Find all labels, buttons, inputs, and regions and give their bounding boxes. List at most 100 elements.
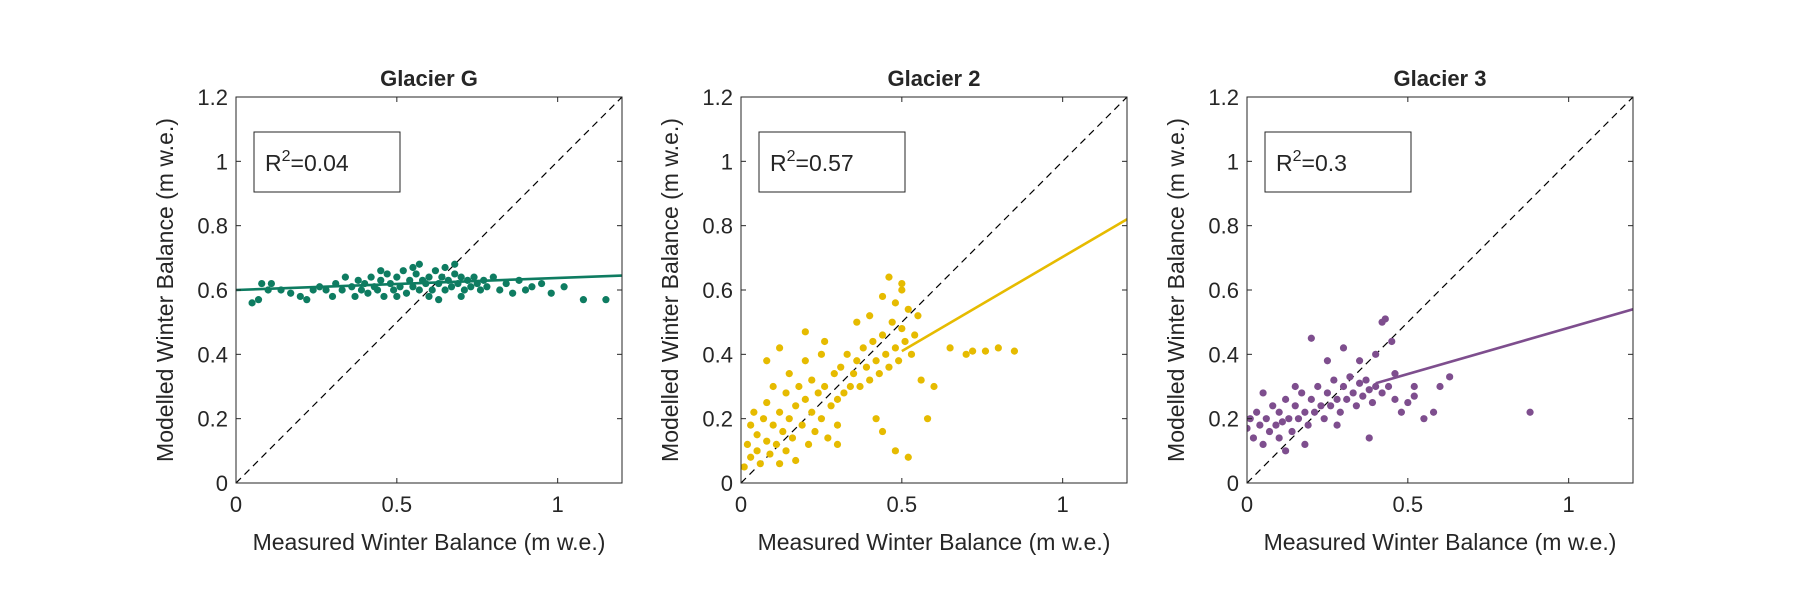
data-point (1320, 415, 1328, 423)
data-point (1247, 424, 1251, 432)
data-point (837, 363, 845, 371)
data-point (351, 292, 359, 301)
y-axis-label: Modelled Winter Balance (m w.e.) (152, 118, 178, 462)
data-point (811, 427, 819, 436)
data-point (402, 289, 411, 297)
data-point (769, 382, 777, 391)
data-point (354, 276, 362, 284)
data-point (846, 382, 854, 391)
data-point (1330, 376, 1338, 384)
data-point (830, 370, 838, 378)
data-point (1282, 447, 1290, 455)
data-point (907, 350, 916, 358)
data-point (759, 415, 768, 423)
data-point (1388, 337, 1396, 346)
data-point (1278, 418, 1286, 426)
data-point (1282, 395, 1290, 403)
data-point (502, 279, 510, 288)
x-tick-label: 0 (230, 492, 242, 517)
y-tick-label: 0.6 (1208, 278, 1239, 303)
fit-line (236, 274, 622, 292)
r2-annotation: R2=0.57 (770, 148, 854, 176)
data-point (338, 286, 346, 294)
data-point (1359, 392, 1367, 400)
y-tick-label: 0.6 (702, 278, 733, 303)
data-point (393, 273, 401, 281)
plot-area (236, 97, 622, 483)
data-point (470, 273, 478, 281)
data-point (258, 279, 266, 288)
data-point (415, 286, 423, 294)
data-point (962, 350, 970, 358)
data-point (1259, 389, 1267, 397)
data-point (817, 350, 826, 358)
data-point (878, 427, 887, 436)
data-point (431, 267, 440, 275)
r2-annotation: R2=0.04 (265, 148, 349, 176)
data-point (798, 421, 806, 429)
x-tick-label: 0 (1241, 492, 1253, 517)
data-point (1275, 408, 1283, 416)
data-point (1269, 402, 1277, 410)
data-point (303, 296, 311, 304)
data-point (409, 263, 417, 272)
data-point (814, 389, 822, 397)
panel-glacier-3: 0 0.5 1 0 0.2 0.4 0.6 0.8 1 1.2 Glacier 3 Measured … (1163, 66, 1634, 555)
data-point (415, 260, 423, 268)
x-tick-label: 0.5 (1393, 492, 1424, 517)
data-point (602, 296, 610, 304)
data-point (1298, 389, 1306, 397)
data-point (248, 299, 256, 307)
data-point (882, 350, 890, 358)
data-point (769, 421, 777, 429)
data-point (341, 273, 349, 281)
data-point (859, 344, 867, 352)
data-point (380, 292, 388, 301)
data-point (1420, 415, 1428, 423)
data-point (1272, 421, 1280, 429)
data-point (1372, 350, 1380, 358)
y-tick-label: 0.8 (702, 214, 733, 239)
x-tick-label: 1 (1563, 492, 1575, 517)
data-point (393, 292, 401, 301)
y-tick-label: 1.2 (197, 85, 228, 110)
data-point (833, 440, 842, 448)
x-tick-label: 0.5 (382, 492, 413, 517)
data-point (817, 415, 826, 423)
data-point (496, 286, 504, 294)
data-point (377, 276, 385, 284)
y-tick-label: 1 (216, 149, 228, 174)
data-point (476, 286, 485, 294)
data-point (328, 292, 337, 301)
data-point (528, 283, 536, 291)
data-point (457, 273, 465, 281)
data-point (833, 395, 842, 403)
panel-glacier-g: 0 0.5 1 0 0.2 0.4 0.6 0.8 1 1.2 Glacier G Measured … (152, 66, 623, 555)
data-point (1365, 434, 1373, 442)
data-point (1339, 344, 1348, 352)
data-point (1446, 373, 1454, 381)
data-point (969, 347, 977, 355)
data-point (467, 283, 475, 291)
data-point (1381, 315, 1389, 323)
data-point (901, 337, 909, 346)
data-point (904, 453, 912, 461)
fit-line (1375, 308, 1633, 385)
data-point (930, 382, 938, 391)
data-point (1362, 376, 1370, 384)
y-tick-label: 1.2 (702, 85, 733, 110)
data-point (785, 370, 793, 378)
data-point (1410, 382, 1418, 391)
x-tick-label: 0 (735, 492, 747, 517)
data-point (911, 331, 919, 339)
data-point (747, 421, 755, 429)
data-point (898, 279, 906, 288)
data-point (521, 286, 530, 294)
data-point (1294, 415, 1303, 423)
data-point (438, 273, 446, 281)
data-point (776, 460, 784, 468)
data-point (296, 292, 304, 301)
data-point (483, 283, 491, 291)
x-axis-label: Measured Winter Balance (m w.e.) (1264, 529, 1617, 555)
reference-line (1247, 97, 1633, 483)
